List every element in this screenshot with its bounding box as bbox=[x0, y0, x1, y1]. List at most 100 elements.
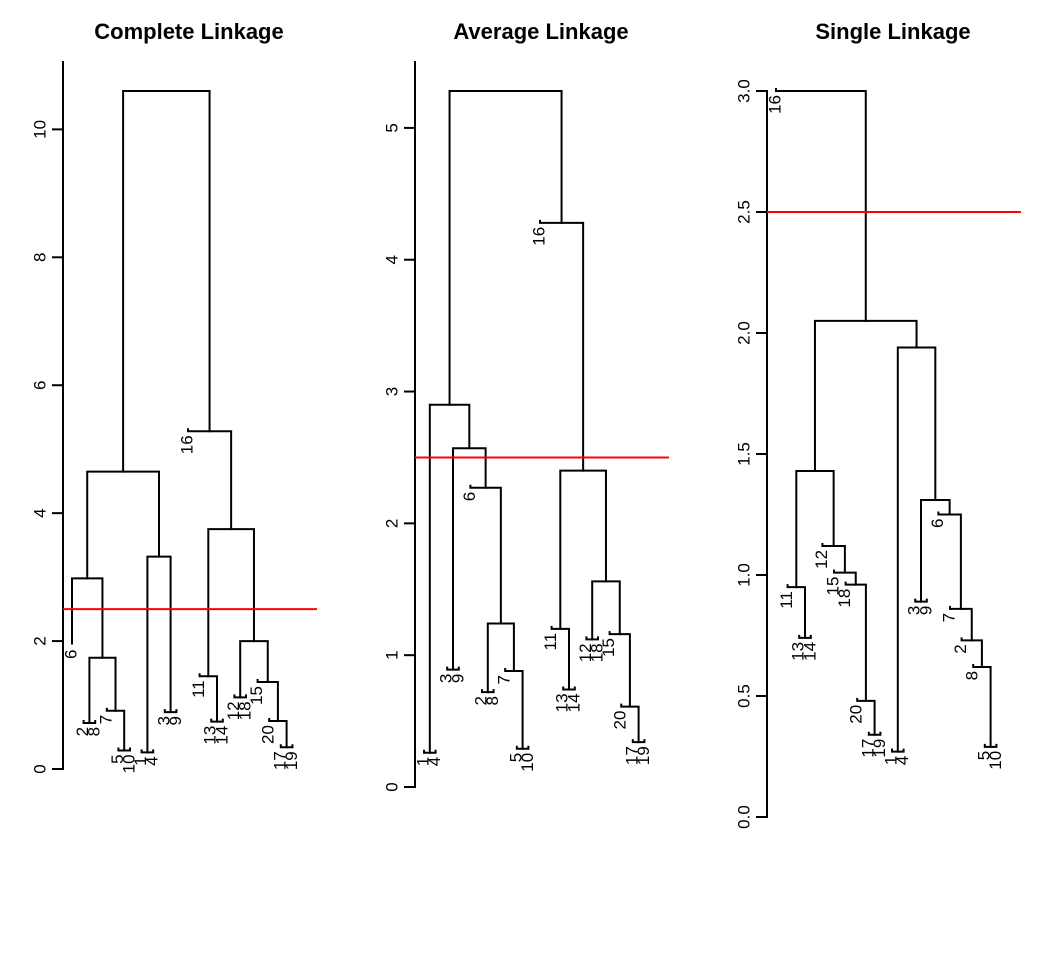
complete-linkage-leaf-label: 11 bbox=[189, 680, 208, 698]
single-linkage-branch bbox=[949, 605, 973, 642]
single-linkage-y-tick-label: 3.0 bbox=[734, 79, 753, 103]
complete-linkage-y-tick-label: 8 bbox=[30, 253, 49, 262]
complete-linkage-leaf-label: 15 bbox=[247, 686, 266, 705]
complete-linkage-leaf-label: 3 bbox=[154, 716, 173, 725]
average-linkage-leaf-label: 10 bbox=[518, 753, 537, 772]
complete-linkage-leaf-label: 2 bbox=[73, 727, 92, 736]
complete-linkage-leaf-label: 9 bbox=[166, 716, 185, 725]
average-linkage-y-tick-label: 3 bbox=[382, 387, 401, 396]
average-linkage-branch bbox=[448, 90, 563, 406]
single-linkage-leaf-label: 7 bbox=[939, 613, 958, 622]
average-linkage-leaf-label: 4 bbox=[425, 757, 444, 766]
single-linkage-title: Single Linkage bbox=[815, 19, 970, 44]
single-linkage-branch bbox=[896, 346, 937, 753]
average-linkage-leaf-label: 15 bbox=[599, 638, 618, 657]
single-linkage-y-tick-label: 0.0 bbox=[734, 805, 753, 829]
complete-linkage-leaf-label: 10 bbox=[119, 754, 138, 773]
single-linkage-leaf-label: 1 bbox=[881, 756, 900, 765]
single-linkage-branch bbox=[775, 88, 867, 322]
complete-linkage-leaf-label: 19 bbox=[282, 751, 301, 770]
complete-linkage-branch bbox=[71, 577, 104, 659]
single-linkage-leaf-label: 10 bbox=[986, 751, 1005, 770]
average-linkage-leaf-label: 20 bbox=[611, 711, 630, 730]
single-linkage-y-tick-label: 2.5 bbox=[734, 200, 753, 224]
single-linkage-leaf-label: 15 bbox=[823, 577, 842, 596]
average-linkage-tree bbox=[423, 90, 646, 754]
single-linkage-y-tick-label: 1.5 bbox=[734, 442, 753, 466]
single-linkage-tree bbox=[775, 88, 998, 753]
average-linkage-leaf-label: 19 bbox=[634, 746, 653, 765]
single-linkage-leaf-label: 6 bbox=[928, 519, 947, 528]
complete-linkage-branch bbox=[88, 656, 117, 724]
complete-linkage-leaf-label: 16 bbox=[177, 435, 196, 454]
single-linkage-leaf-label: 9 bbox=[916, 606, 935, 615]
complete-linkage-title: Complete Linkage bbox=[94, 19, 283, 44]
single-linkage-leaf-label: 13 bbox=[789, 642, 808, 661]
average-linkage-leaf-label: 2 bbox=[471, 696, 490, 705]
average-linkage-branch bbox=[559, 469, 607, 630]
average-linkage-branch bbox=[591, 580, 621, 641]
complete-linkage-leaf-label: 6 bbox=[61, 650, 80, 659]
complete-linkage-tree bbox=[71, 90, 294, 754]
complete-linkage-branch bbox=[122, 90, 211, 473]
single-linkage-y-tick-label: 2.0 bbox=[734, 321, 753, 345]
average-linkage-y-tick-label: 2 bbox=[382, 519, 401, 528]
complete-linkage-leaf-label: 12 bbox=[224, 701, 243, 720]
average-linkage-leaf-label: 13 bbox=[553, 693, 572, 712]
average-linkage-leaf-label: 8 bbox=[483, 696, 502, 705]
complete-linkage-y-axis: 0 2 4 6 8 10 bbox=[30, 61, 64, 774]
single-linkage-y-axis: 0.0 0.5 1.0 1.5 2.0 2.5 3.0 bbox=[734, 79, 768, 829]
average-linkage-leaf-label: 9 bbox=[448, 674, 467, 683]
single-linkage-y-tick-label: 0.5 bbox=[734, 684, 753, 708]
single-linkage-leaf-label: 8 bbox=[963, 671, 982, 680]
complete-linkage-y-tick-label: 4 bbox=[30, 508, 49, 517]
average-linkage-leaf-label: 16 bbox=[529, 227, 548, 246]
single-linkage-leaf-label: 16 bbox=[765, 95, 784, 114]
single-linkage-leaf-label: 14 bbox=[800, 642, 819, 661]
single-linkage-leaf-label: 18 bbox=[835, 589, 854, 608]
average-linkage-leaf-label: 18 bbox=[587, 643, 606, 662]
single-linkage-branch bbox=[813, 319, 918, 472]
complete-linkage-leaf-label: 8 bbox=[85, 727, 104, 736]
average-linkage-y-tick-label: 4 bbox=[382, 255, 401, 264]
single-linkage-leaf-label: 4 bbox=[893, 756, 912, 765]
average-linkage-y-axis: 0 1 2 3 4 5 bbox=[382, 61, 416, 792]
average-linkage-leaf-label: 11 bbox=[541, 633, 560, 651]
complete-linkage-leaf-label: 4 bbox=[143, 756, 162, 765]
average-linkage-branch bbox=[539, 219, 585, 472]
average-linkage-leaf-label: 17 bbox=[622, 746, 641, 765]
complete-linkage-leaf-label: 1 bbox=[131, 756, 150, 765]
average-linkage-y-tick-label: 1 bbox=[382, 650, 401, 659]
single-linkage-leaf-label: 20 bbox=[847, 705, 866, 724]
single-linkage-leaf-label: 17 bbox=[858, 739, 877, 758]
average-linkage-title: Average Linkage bbox=[453, 19, 628, 44]
single-linkage-leaf-label: 5 bbox=[974, 751, 993, 760]
complete-linkage-branch bbox=[207, 528, 255, 678]
single-linkage-leaf-label: 3 bbox=[905, 606, 924, 615]
average-linkage-leaf-label: 3 bbox=[437, 674, 456, 683]
complete-linkage-leaf-label: 18 bbox=[235, 701, 254, 720]
average-linkage-leaf-label: 5 bbox=[506, 753, 525, 762]
complete-linkage-y-tick-label: 2 bbox=[30, 636, 49, 645]
single-linkage-leaf-label: 19 bbox=[870, 739, 889, 758]
average-linkage-branch bbox=[452, 447, 487, 671]
average-linkage-leaf-label: 7 bbox=[495, 675, 514, 684]
complete-linkage-y-tick-label: 0 bbox=[30, 764, 49, 773]
average-linkage-y-tick-label: 5 bbox=[382, 123, 401, 132]
average-linkage-y-tick-label: 0 bbox=[382, 782, 401, 791]
average-linkage-branch bbox=[469, 484, 502, 625]
complete-linkage-leaf-label: 13 bbox=[201, 726, 220, 745]
single-linkage-y-tick-label: 1.0 bbox=[734, 563, 753, 587]
complete-linkage-y-tick-label: 6 bbox=[30, 380, 49, 389]
complete-linkage-leaf-label: 5 bbox=[108, 754, 127, 763]
complete-linkage-y-tick-label: 10 bbox=[30, 120, 49, 139]
complete-linkage-leaf-label: 20 bbox=[259, 725, 278, 744]
complete-linkage-leaf-label: 17 bbox=[270, 751, 289, 770]
average-linkage-leaf-label: 14 bbox=[564, 693, 583, 712]
